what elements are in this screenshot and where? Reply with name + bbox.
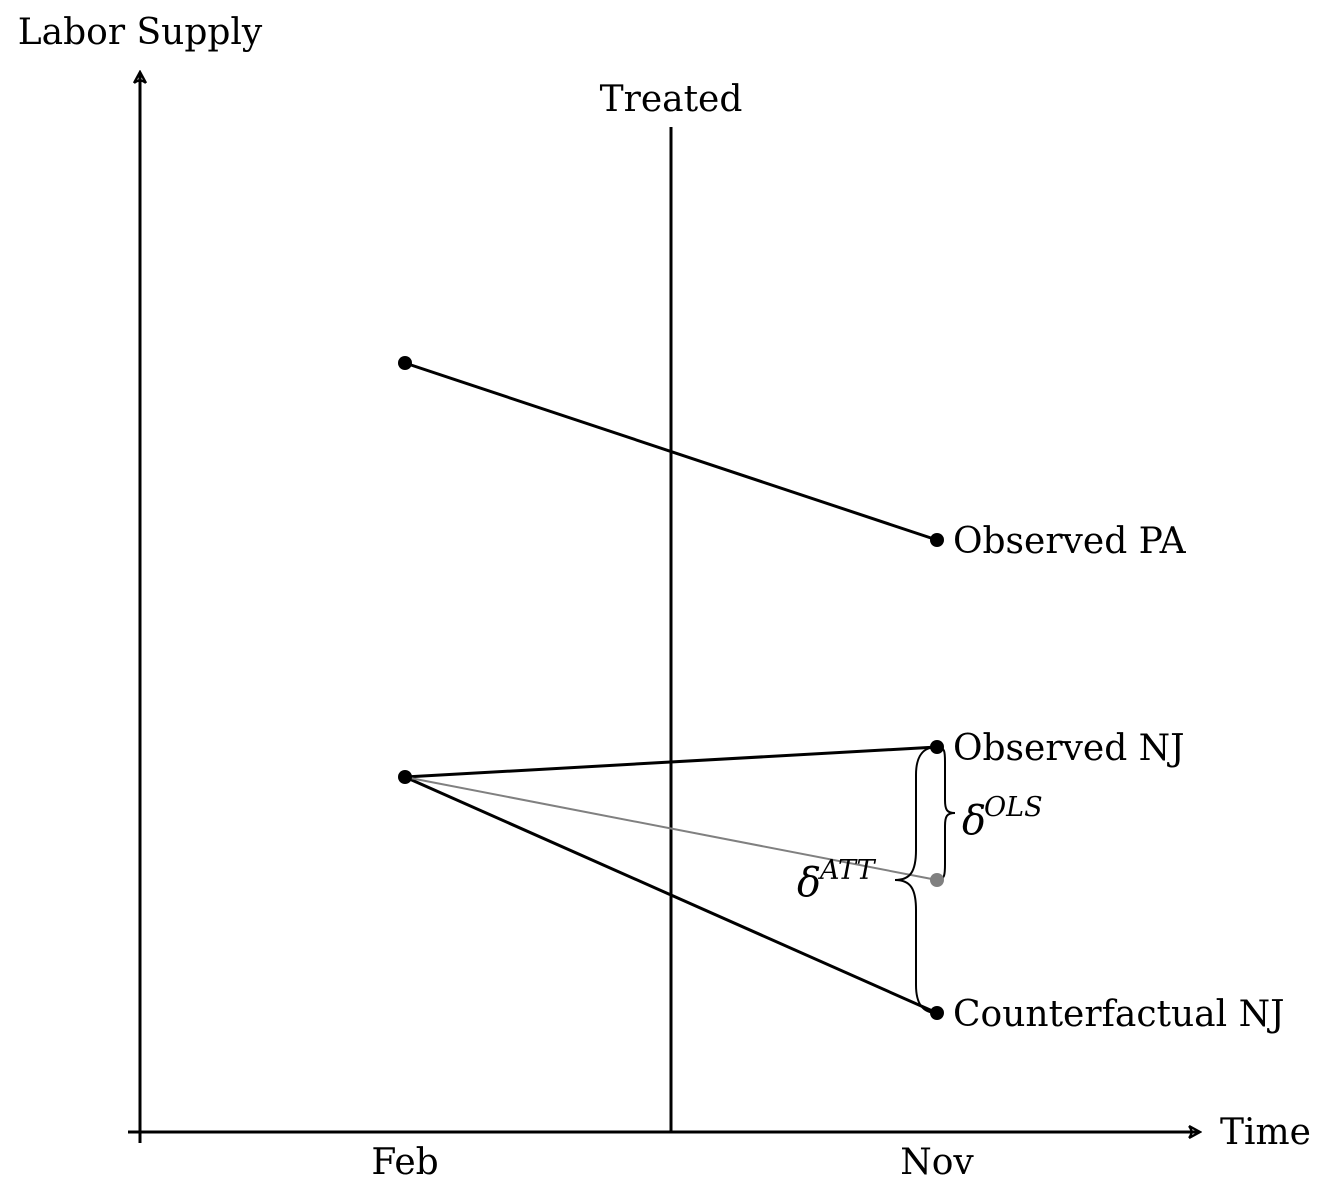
delta-ols-superscript: OLS (984, 792, 1043, 823)
label-observed-nj: Observed NJ (953, 728, 1185, 769)
delta-att-label: δ ATT (797, 855, 877, 906)
point-nj-feb (398, 770, 412, 784)
ols-brace (936, 746, 956, 881)
treatment-line-label: Treated (600, 79, 743, 120)
x-tick-label-feb: Feb (371, 1142, 438, 1183)
point-pa-feb (398, 356, 412, 370)
y-axis-label: Labor Supply (18, 12, 263, 53)
x-axis-label: Time (1220, 1112, 1311, 1153)
label-counterfactual-nj: Counterfactual NJ (953, 994, 1285, 1035)
delta-ols-label: δ OLS (962, 792, 1043, 844)
pa-trend-line (404, 361, 938, 542)
point-nj-nov-parallel (930, 873, 944, 887)
delta-att-symbol: δ (797, 860, 821, 906)
x-tick-label-nov: Nov (900, 1142, 974, 1183)
att-brace (894, 746, 938, 1014)
point-nj-nov-counterfactual (930, 1006, 944, 1020)
label-observed-pa: Observed PA (953, 521, 1187, 562)
nj-parallel-trend-line (404, 776, 938, 881)
nj-observed-line (404, 745, 938, 779)
nj-counterfactual-line (404, 775, 938, 1015)
point-nj-nov-observed (930, 740, 944, 754)
delta-ols-symbol: δ (962, 798, 986, 844)
delta-att-superscript: ATT (817, 855, 877, 886)
point-pa-nov (930, 533, 944, 547)
